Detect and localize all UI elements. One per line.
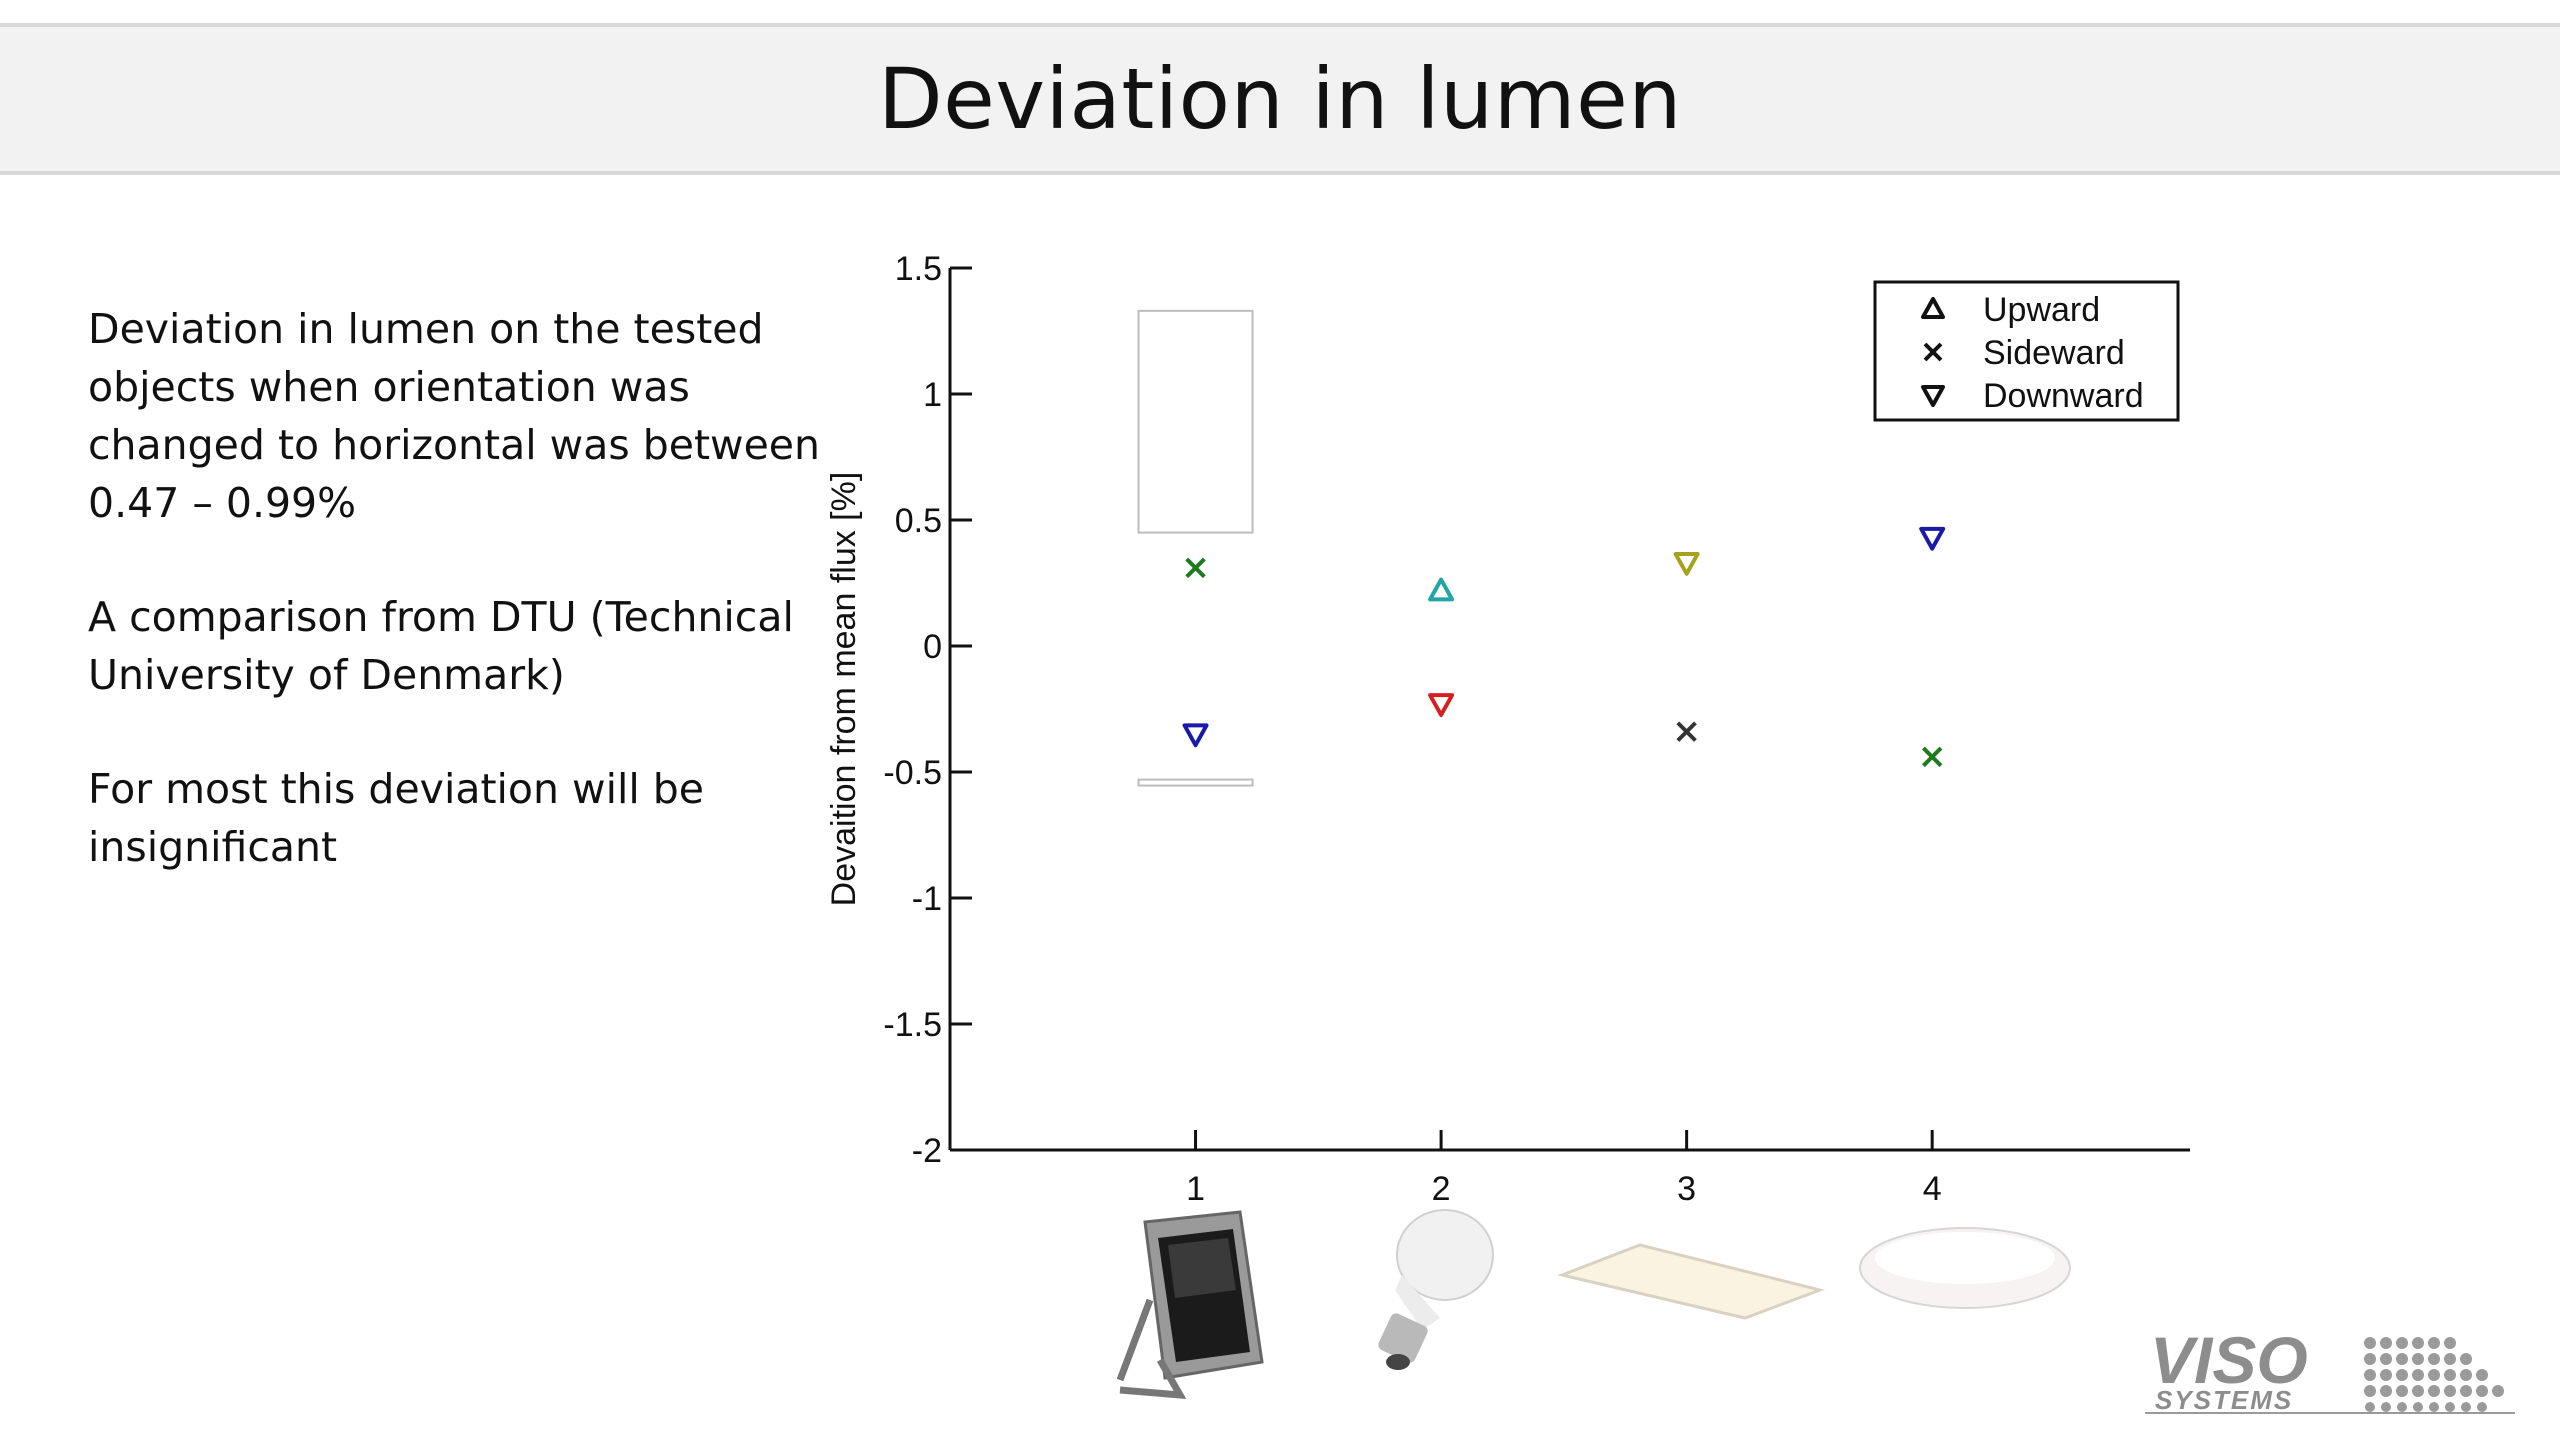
legend-label: Upward — [1983, 291, 2100, 329]
bullet-text-2: A comparison from DTU (Technical Univers… — [88, 593, 794, 699]
led-panel-icon — [1556, 1243, 1826, 1320]
y-axis-label: Devaition from mean flux [%] — [825, 472, 863, 907]
svg-text:VISO: VISO — [2150, 1325, 2308, 1397]
x-tick-label: 1 — [1186, 1170, 1205, 1208]
y-tick-label: -1 — [912, 880, 942, 918]
title-bar: Deviation in lumen — [0, 23, 2560, 175]
legend-marker-x — [1923, 342, 1943, 362]
bullet-text-3: For most this deviation will be insignif… — [88, 765, 705, 871]
data-point-x — [1676, 721, 1697, 742]
x-tick-label: 2 — [1432, 1170, 1451, 1208]
svg-text:SYSTEMS: SYSTEMS — [2155, 1385, 2293, 1415]
legend-marker-triangle-down — [1921, 385, 1945, 407]
data-point-triangle-down — [1182, 723, 1209, 748]
data-point-triangle-down — [1673, 552, 1700, 576]
legend-label: Sideward — [1983, 334, 2125, 372]
legend-label: Downward — [1983, 377, 2144, 415]
viso-logo: VISO SYSTEMS — [2145, 1323, 2515, 1415]
bullet-list: Deviation in lumen on the tested objects… — [88, 300, 828, 932]
bullet-text-1: Deviation in lumen on the tested objects… — [88, 305, 821, 527]
legend-marker-triangle-up — [1921, 297, 1945, 319]
data-point-triangle-down — [1428, 693, 1455, 717]
x-tick-label: 4 — [1923, 1170, 1942, 1208]
y-tick-label: 1 — [923, 376, 942, 414]
y-tick-label: 0.5 — [895, 502, 942, 540]
legend-box — [1873, 280, 2180, 422]
artifact-bar — [1137, 778, 1254, 787]
y-tick-label: -1.5 — [883, 1006, 942, 1044]
ceiling-lamp-icon — [1859, 1227, 2071, 1309]
y-tick-label: 0 — [923, 628, 942, 666]
y-tick-label: 1.5 — [895, 250, 942, 288]
artifact-box — [1137, 309, 1254, 534]
slide-title: Deviation in lumen — [877, 50, 1683, 148]
light-bulb-icon — [1378, 1209, 1494, 1370]
floodlight-icon — [1116, 1210, 1264, 1400]
data-point-triangle-down — [1919, 526, 1946, 551]
y-tick-label: -0.5 — [883, 754, 942, 792]
data-point-x — [1185, 557, 1206, 579]
data-point-x — [1921, 746, 1943, 768]
y-tick-label: -2 — [912, 1132, 942, 1170]
x-tick-label: 3 — [1677, 1170, 1696, 1208]
data-point-triangle-up — [1428, 577, 1455, 602]
viso-systems-logo-graphic: VISO SYSTEMS — [2145, 1323, 2515, 1415]
